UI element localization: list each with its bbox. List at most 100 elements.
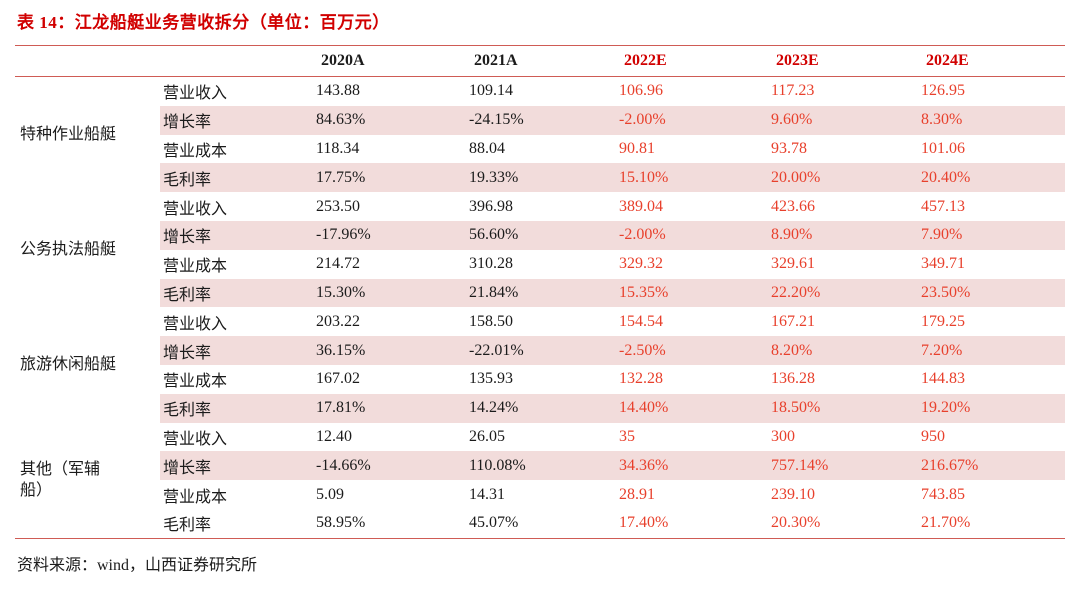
data-cell: 56.60% xyxy=(468,220,618,250)
data-cell: 457.13 xyxy=(921,197,965,215)
table-row: 毛利率 17.75% 19.33% 15.10% 20.00% 20.40% xyxy=(15,163,1065,193)
data-cell: 8.30% xyxy=(920,105,1065,135)
table-row: 增长率 84.63% -24.15% -2.00% 9.60% 8.30% xyxy=(15,105,1065,135)
table-row: 营业成本 118.34 88.04 90.81 93.78 101.06 xyxy=(15,135,1065,164)
data-cell: 14.24% xyxy=(468,393,618,423)
table-header: 2020A 2021A 2022E 2023E 2024E xyxy=(15,45,1065,77)
data-cell: 84.63% xyxy=(315,105,468,135)
data-cell: 19.33% xyxy=(468,163,618,193)
data-cell: 20.30% xyxy=(771,514,821,532)
metric-label: 营业成本 xyxy=(163,142,228,160)
data-cell: 18.50% xyxy=(770,393,920,423)
revenue-breakdown-table: 2020A 2021A 2022E 2023E 2024E 特种作业船艇 营业收入 143.… xyxy=(15,45,1065,539)
data-cell: 743.85 xyxy=(921,485,965,503)
column-header-2021A: 2021A xyxy=(468,45,618,77)
data-cell: 17.40% xyxy=(619,514,669,532)
group-label-cell: 公务执法船艇 xyxy=(15,192,160,308)
data-cell: 58.95% xyxy=(316,514,366,532)
metric-label: 毛利率 xyxy=(160,393,315,423)
data-cell: 93.78 xyxy=(771,139,807,157)
group-label: 公务执法船艇 xyxy=(20,240,117,258)
data-cell: 106.96 xyxy=(619,82,663,100)
data-cell: 310.28 xyxy=(469,255,513,273)
data-cell: 15.30% xyxy=(315,278,468,308)
data-cell: 167.02 xyxy=(316,370,360,388)
data-cell: 15.35% xyxy=(618,278,770,308)
data-cell: 239.10 xyxy=(771,485,815,503)
data-cell: 22.20% xyxy=(770,278,920,308)
data-cell: 136.28 xyxy=(771,370,815,388)
column-header-2022E: 2022E xyxy=(618,45,770,77)
group-label-cell: 其他（军辅船） xyxy=(15,422,160,539)
group-label-cell: 特种作业船艇 xyxy=(15,76,160,193)
metric-label: 营业收入 xyxy=(163,85,228,103)
group-label: 其他（军辅船） xyxy=(20,460,101,500)
header-spacer-group xyxy=(15,45,160,77)
metric-label: 毛利率 xyxy=(160,278,315,308)
data-cell: 17.75% xyxy=(315,163,468,193)
data-cell: 23.50% xyxy=(920,278,1065,308)
table-row: 增长率 36.15% -22.01% -2.50% 8.20% 7.20% xyxy=(15,336,1065,365)
data-cell: 5.09 xyxy=(316,485,344,503)
data-cell: -24.15% xyxy=(468,105,618,135)
data-cell: 214.72 xyxy=(316,255,360,273)
data-cell: 423.66 xyxy=(771,197,815,215)
data-cell: 203.22 xyxy=(316,312,360,330)
table-body: 特种作业船艇 营业收入 143.88 109.14 106.96 117.23 126.95… xyxy=(15,76,1065,539)
data-cell: 8.20% xyxy=(770,336,920,365)
data-cell: 45.07% xyxy=(469,514,519,532)
metric-label: 毛利率 xyxy=(163,517,212,535)
table-row: 营业成本 214.72 310.28 329.32 329.61 349.71 xyxy=(15,250,1065,279)
table-row: 其他（军辅船） 营业收入 12.40 26.05 35 300 950 xyxy=(15,422,1065,539)
data-cell: 21.70% xyxy=(921,514,971,532)
data-cell: -2.50% xyxy=(618,336,770,365)
data-cell: 8.90% xyxy=(770,220,920,250)
group-label-cell: 旅游休闲船艇 xyxy=(15,307,160,423)
table-row: 营业成本 5.09 14.31 28.91 239.10 743.85 xyxy=(15,480,1065,509)
metric-label: 营业收入 xyxy=(163,430,228,448)
table-row: 公务执法船艇 营业收入 253.50 396.98 389.04 423.66 457.13 xyxy=(15,192,1065,308)
data-cell: 216.67% xyxy=(920,451,1065,481)
data-cell: 179.25 xyxy=(921,312,965,330)
data-cell: 396.98 xyxy=(469,197,513,215)
data-cell: 15.10% xyxy=(618,163,770,193)
data-cell: 118.34 xyxy=(316,139,360,157)
data-cell: 950 xyxy=(921,427,945,445)
metric-label: 营业收入 xyxy=(163,200,228,218)
data-cell: 14.31 xyxy=(469,485,505,503)
data-cell: 110.08% xyxy=(468,451,618,481)
data-cell: 7.20% xyxy=(920,336,1065,365)
column-header-2024E: 2024E xyxy=(920,45,1065,77)
metric-label: 营业成本 xyxy=(163,488,228,506)
data-cell: 329.61 xyxy=(771,255,815,273)
data-cell: 253.50 xyxy=(316,197,360,215)
data-cell: 7.90% xyxy=(920,220,1065,250)
data-cell: 300 xyxy=(771,427,795,445)
table-row: 特种作业船艇 营业收入 143.88 109.14 106.96 117.23 126.95 xyxy=(15,76,1065,193)
data-cell: -22.01% xyxy=(468,336,618,365)
data-cell: 20.00% xyxy=(770,163,920,193)
data-cell: 126.95 xyxy=(921,82,965,100)
metric-label: 营业成本 xyxy=(163,373,228,391)
data-cell: -2.00% xyxy=(618,220,770,250)
data-cell: 117.23 xyxy=(771,82,815,100)
metric-label: 增长率 xyxy=(160,336,315,365)
table-row: 毛利率 17.81% 14.24% 14.40% 18.50% 19.20% xyxy=(15,393,1065,423)
data-cell: 144.83 xyxy=(921,370,965,388)
source-note: 资料来源：wind，山西证券研究所 xyxy=(17,557,258,574)
metric-label: 增长率 xyxy=(160,220,315,250)
data-cell: 101.06 xyxy=(921,139,965,157)
data-cell: 158.50 xyxy=(469,312,513,330)
data-cell: 17.81% xyxy=(315,393,468,423)
data-cell: 132.28 xyxy=(619,370,663,388)
header-row: 2020A 2021A 2022E 2023E 2024E xyxy=(15,45,1065,77)
data-cell: 167.21 xyxy=(771,312,815,330)
column-header-2020A: 2020A xyxy=(315,45,468,77)
metric-label: 营业收入 xyxy=(163,315,228,333)
metric-label: 增长率 xyxy=(160,105,315,135)
data-cell: 28.91 xyxy=(619,485,655,503)
column-header-2023E: 2023E xyxy=(770,45,920,77)
data-cell: 135.93 xyxy=(469,370,513,388)
data-cell: 90.81 xyxy=(619,139,655,157)
table-row: 营业成本 167.02 135.93 132.28 136.28 144.83 xyxy=(15,365,1065,394)
